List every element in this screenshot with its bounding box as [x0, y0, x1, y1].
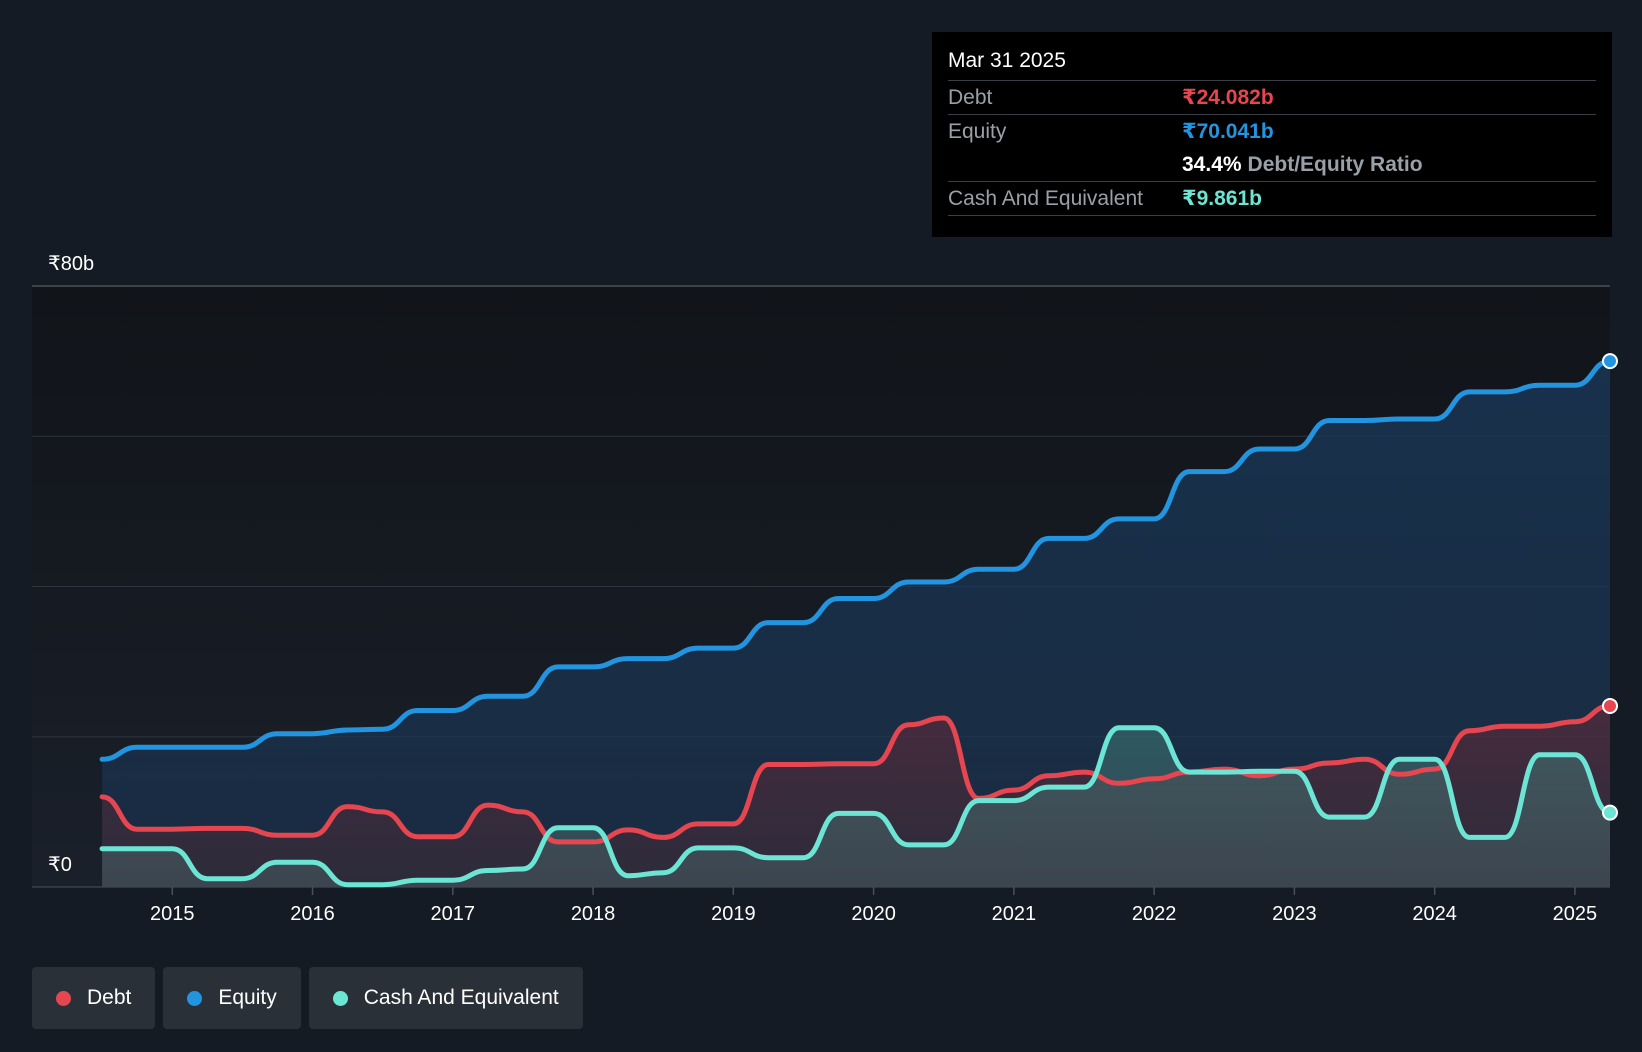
equity-line	[99, 358, 1613, 762]
tooltip-row-ratio: 34.4% Debt/Equity Ratio	[948, 148, 1596, 182]
debt-end-point[interactable]	[1602, 697, 1618, 714]
x-tick-label: 2022	[1132, 903, 1177, 925]
y-tick-label: ₹80b	[48, 253, 94, 275]
x-tick-label: 2024	[1412, 903, 1457, 925]
tooltip-row-debt: Debt ₹24.082b	[948, 81, 1596, 115]
axis-labels: ₹80b ₹0 2015 2016 2017 2018 2019 2020 2021 2022 20…	[48, 253, 1597, 925]
area-fills	[102, 361, 1611, 888]
cash-line	[99, 725, 1613, 888]
end-points	[1602, 353, 1618, 821]
x-tick-label: 2015	[150, 903, 195, 925]
series-lines	[99, 358, 1613, 888]
x-tick-label: 2021	[992, 903, 1037, 925]
legend-item-equity[interactable]: Equity	[163, 967, 301, 1029]
tooltip-label-debt: Debt	[948, 85, 993, 109]
x-tick-label: 2023	[1272, 903, 1317, 925]
tooltip-label-cash: Cash And Equivalent	[948, 186, 1143, 210]
tooltip-row-equity: Equity ₹70.041b	[948, 115, 1596, 148]
tooltip-ratio-value: 34.4%	[1182, 152, 1242, 176]
equity-area	[102, 361, 1611, 888]
tooltip-value-equity: ₹70.041b	[1182, 120, 1274, 143]
y-tick-label: ₹0	[48, 854, 72, 876]
legend-label-debt: Debt	[87, 986, 132, 1009]
tooltip-value-cash: ₹9.861b	[1182, 187, 1262, 210]
x-tick-label: 2019	[711, 903, 756, 925]
debt-line	[99, 703, 1613, 845]
tooltip-value-debt: ₹24.082b	[1182, 86, 1274, 109]
x-tick-label: 2020	[851, 903, 896, 925]
x-tick-label: 2016	[290, 903, 335, 925]
tooltip-row-cash: Cash And Equivalent ₹9.861b	[948, 182, 1596, 216]
tooltip-date: Mar 31 2025	[948, 46, 1596, 81]
tooltip-panel: Mar 31 2025 Debt ₹24.082b Equity ₹70.041…	[932, 32, 1612, 237]
cash-end-point[interactable]	[1602, 804, 1618, 821]
equity-end-point[interactable]	[1602, 353, 1618, 370]
cash-area	[102, 727, 1611, 887]
legend-item-debt[interactable]: Debt	[32, 967, 156, 1029]
legend-label-equity: Equity	[218, 986, 277, 1009]
tooltip-ratio-label: Debt/Equity Ratio	[1247, 152, 1423, 176]
legend-label-cash: Cash And Equivalent	[363, 986, 559, 1009]
legend: Debt Equity Cash And Equivalent	[32, 967, 583, 1029]
legend-item-cash[interactable]: Cash And Equivalent	[308, 967, 583, 1029]
x-tick-label: 2018	[571, 903, 616, 925]
x-tick-label: 2017	[431, 903, 476, 925]
x-tick-label: 2025	[1553, 903, 1598, 925]
legend-dot-equity	[187, 990, 203, 1006]
tooltip-label-equity: Equity	[948, 119, 1007, 143]
legend-dot-cash	[332, 990, 348, 1006]
legend-dot-debt	[56, 990, 71, 1006]
